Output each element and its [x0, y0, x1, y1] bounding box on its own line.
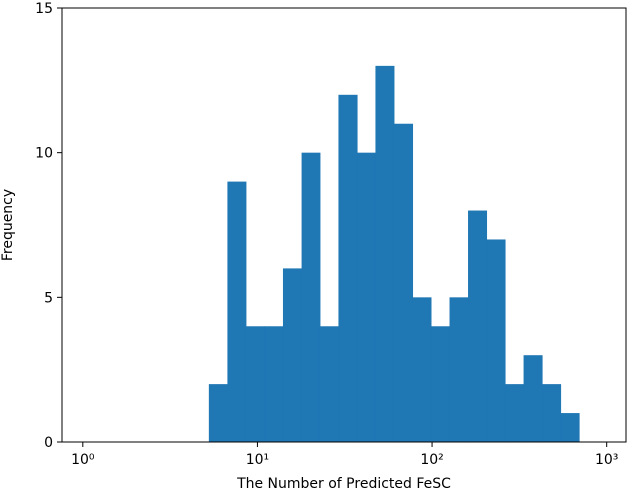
bar — [505, 384, 525, 442]
x-tick-label: 10² — [420, 452, 443, 468]
bar — [319, 326, 339, 442]
bar — [375, 65, 395, 442]
bar — [301, 152, 321, 442]
bar — [449, 297, 469, 442]
bar — [412, 297, 432, 442]
y-tick-label: 10 — [35, 146, 53, 162]
bar — [245, 326, 265, 442]
y-tick-label: 15 — [35, 1, 53, 17]
x-axis-label: The Number of Predicted FeSC — [236, 476, 451, 492]
bar — [523, 355, 543, 442]
bar — [227, 181, 247, 442]
y-axis-label: Frequency — [0, 189, 16, 261]
bar — [430, 326, 451, 442]
bar — [282, 268, 303, 442]
bar — [357, 152, 376, 442]
y-tick-label: 0 — [44, 435, 53, 451]
bar — [338, 94, 358, 443]
bar — [393, 123, 414, 442]
y-tick-label: 5 — [44, 290, 53, 306]
x-tick-label: 10⁰ — [71, 452, 95, 468]
bar — [264, 326, 284, 442]
bar — [468, 210, 488, 442]
bar — [560, 413, 580, 442]
plot-frame — [61, 7, 627, 443]
bar — [542, 384, 562, 442]
x-tick-label: 10³ — [595, 452, 618, 468]
x-tick-label: 10¹ — [246, 452, 269, 468]
bar — [486, 239, 506, 442]
bar — [208, 384, 228, 442]
